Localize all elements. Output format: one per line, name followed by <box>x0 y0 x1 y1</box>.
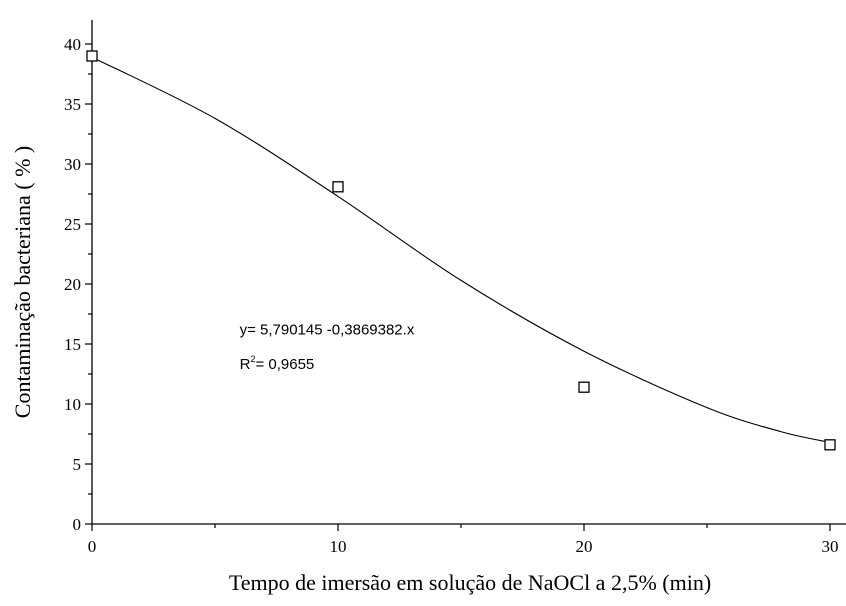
y-tick-label: 10 <box>64 395 81 414</box>
y-tick-label: 25 <box>64 215 81 234</box>
y-tick-label: 15 <box>64 335 81 354</box>
x-tick-label: 20 <box>576 537 593 556</box>
y-tick-label: 35 <box>64 95 81 114</box>
x-tick-label: 10 <box>330 537 347 556</box>
r-squared-value: = 0,9655 <box>255 356 314 373</box>
y-axis: 0 5 10 15 20 25 30 35 40 <box>64 20 93 534</box>
r-squared-superscript: 2 <box>250 354 255 364</box>
data-point <box>578 381 590 393</box>
y-tick-label: 0 <box>73 515 82 534</box>
data-point <box>332 181 344 193</box>
r-squared: R2= 0,9655 <box>240 354 315 373</box>
y-tick-label: 40 <box>64 35 81 54</box>
x-ticks: 0 10 20 30 <box>88 524 839 556</box>
data-points <box>86 50 836 451</box>
x-axis: 0 10 20 30 <box>88 523 846 556</box>
r-squared-prefix: R <box>240 356 251 373</box>
x-axis-title: Tempo de imersão em solução de NaOCl a 2… <box>229 570 711 595</box>
y-tick-label: 5 <box>73 455 82 474</box>
y-tick-label: 30 <box>64 155 81 174</box>
data-point <box>86 50 98 62</box>
regression-equation: y= 5,790145 -0,3869382.x <box>240 322 415 339</box>
y-tick-label: 20 <box>64 275 81 294</box>
fit-curve <box>91 56 831 443</box>
data-point <box>824 439 836 451</box>
y-ticks: 0 5 10 15 20 25 30 35 40 <box>64 35 92 534</box>
x-tick-label: 30 <box>822 537 839 556</box>
x-tick-label: 0 <box>88 537 97 556</box>
y-axis-title: Contaminação bacteriana ( % ) <box>10 146 35 418</box>
